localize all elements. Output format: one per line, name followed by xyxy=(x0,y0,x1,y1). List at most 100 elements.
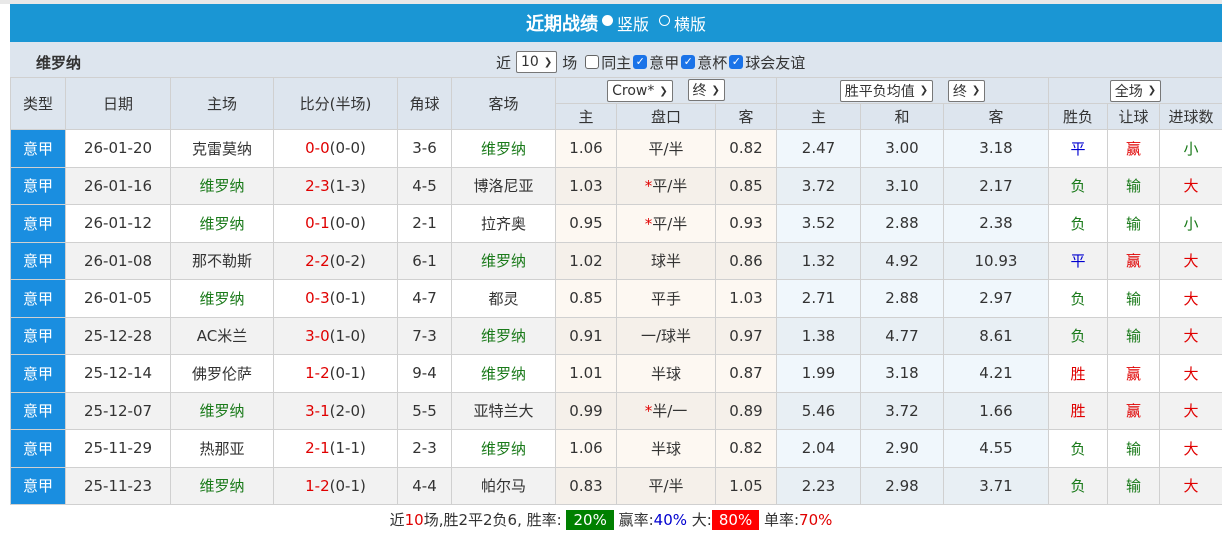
score-cell[interactable]: 0-0(0-0) xyxy=(273,129,398,168)
filter-checkbox[interactable]: ✓ xyxy=(633,55,648,69)
away-team-cell[interactable]: 亚特兰大 xyxy=(451,391,556,430)
table-row[interactable]: 意甲 26-01-05 维罗纳 0-3(0-1) 4-7 都灵 0.85 平手 … xyxy=(10,279,1222,318)
filter-checkbox-label[interactable]: 意杯 xyxy=(697,53,728,72)
away-team-cell[interactable]: 都灵 xyxy=(451,279,556,318)
filter-checkbox-label[interactable]: 意甲 xyxy=(649,53,680,72)
subheader-cell: 主 xyxy=(776,103,861,130)
full-score: 3-0 xyxy=(305,326,330,345)
league-cell[interactable]: 意甲 xyxy=(10,129,66,168)
date-cell: 25-12-07 xyxy=(65,391,171,430)
league-cell[interactable]: 意甲 xyxy=(10,166,66,205)
table-row[interactable]: 意甲 25-12-28 AC米兰 3-0(1-0) 7-3 维罗纳 0.91 一… xyxy=(10,316,1222,355)
away-team-cell[interactable]: 帕尔马 xyxy=(451,466,556,505)
handicap-line: 平/半 xyxy=(616,129,716,168)
col-type: 类型 xyxy=(10,77,66,130)
half-score: (1-0) xyxy=(329,326,366,345)
euro-home-odds: 2.47 xyxy=(776,129,861,168)
table-row[interactable]: 意甲 26-01-12 维罗纳 0-1(0-0) 2-1 拉齐奥 0.95 *平… xyxy=(10,204,1222,243)
home-team-cell[interactable]: 维罗纳 xyxy=(170,391,274,430)
league-cell[interactable]: 意甲 xyxy=(10,354,66,393)
subheader-cell: 主 xyxy=(555,103,617,130)
date-cell: 26-01-20 xyxy=(65,129,171,168)
home-team-cell[interactable]: 维罗纳 xyxy=(170,166,274,205)
away-team-cell[interactable]: 维罗纳 xyxy=(451,429,556,468)
score-cell[interactable]: 2-2(0-2) xyxy=(273,241,398,280)
euro-draw-odds: 2.88 xyxy=(860,204,944,243)
away-team-cell[interactable]: 博洛尼亚 xyxy=(451,166,556,205)
away-team-cell[interactable]: 维罗纳 xyxy=(451,354,556,393)
table-row[interactable]: 意甲 26-01-08 那不勒斯 2-2(0-2) 6-1 维罗纳 1.02 球… xyxy=(10,241,1222,280)
table-row[interactable]: 意甲 25-12-14 佛罗伦萨 1-2(0-1) 9-4 维罗纳 1.01 半… xyxy=(10,354,1222,393)
league-cell[interactable]: 意甲 xyxy=(10,391,66,430)
date-cell: 26-01-05 xyxy=(65,279,171,318)
euro-time-select[interactable]: 终 ❯ xyxy=(947,79,986,102)
star-mark: * xyxy=(644,214,653,233)
filter-checkbox[interactable] xyxy=(585,55,600,69)
away-team-cell[interactable]: 维罗纳 xyxy=(451,241,556,280)
radio-vertical-label[interactable]: 竖版 xyxy=(616,15,649,34)
filter-checkbox[interactable]: ✓ xyxy=(681,55,696,69)
unit-label: 场 xyxy=(562,53,578,72)
table-row[interactable]: 意甲 26-01-16 维罗纳 2-3(1-3) 4-5 博洛尼亚 1.03 *… xyxy=(10,166,1222,205)
company-select[interactable]: Crow* ❯ xyxy=(607,80,673,102)
radio-vertical[interactable] xyxy=(601,14,613,26)
filter-checkbox[interactable]: ✓ xyxy=(729,55,744,69)
asian-home-odds: 1.06 xyxy=(555,429,617,468)
odd-rate-value: 70% xyxy=(799,511,833,529)
summary-prefix: 近 xyxy=(389,511,405,529)
league-cell[interactable]: 意甲 xyxy=(10,241,66,280)
score-cell[interactable]: 0-3(0-1) xyxy=(273,279,398,318)
euro-type-select[interactable]: 胜平负均值 ❯ xyxy=(839,79,934,102)
league-cell[interactable]: 意甲 xyxy=(10,204,66,243)
handicap-result-cell: 输 xyxy=(1107,279,1160,318)
asian-time-select[interactable]: 终 ❯ xyxy=(687,79,725,101)
radio-horizontal-label[interactable]: 横版 xyxy=(674,15,707,34)
match-count-select[interactable]: 10 ❯ xyxy=(516,51,558,73)
score-cell[interactable]: 0-1(0-0) xyxy=(273,204,398,243)
score-cell[interactable]: 1-2(0-1) xyxy=(273,354,398,393)
score-cell[interactable]: 2-3(1-3) xyxy=(273,166,398,205)
filter-checkbox-label[interactable]: 同主 xyxy=(601,53,632,72)
score-cell[interactable]: 1-2(0-1) xyxy=(273,466,398,505)
top-border xyxy=(0,0,1222,4)
date-cell: 25-11-23 xyxy=(65,466,171,505)
date-cell: 25-12-14 xyxy=(65,354,171,393)
handicap-line: *平/半 xyxy=(616,166,716,205)
asian-home-odds: 0.91 xyxy=(555,316,617,355)
handicap-line: *平/半 xyxy=(616,204,716,243)
table-row[interactable]: 意甲 26-01-20 克雷莫纳 0-0(0-0) 3-6 维罗纳 1.06 平… xyxy=(10,129,1222,168)
euro-home-odds: 3.52 xyxy=(776,204,861,243)
away-team-cell[interactable]: 维罗纳 xyxy=(451,129,556,168)
handicap-value: 一/球半 xyxy=(640,327,692,346)
league-cell[interactable]: 意甲 xyxy=(10,316,66,355)
score-cell[interactable]: 2-1(1-1) xyxy=(273,429,398,468)
handicap-result-cell: 赢 xyxy=(1107,241,1160,280)
scope-select[interactable]: 全场 ❯ xyxy=(1109,79,1162,102)
home-team-cell[interactable]: AC米兰 xyxy=(170,316,274,355)
home-team-cell[interactable]: 维罗纳 xyxy=(170,279,274,318)
home-team-cell[interactable]: 那不勒斯 xyxy=(170,241,274,280)
away-team-cell[interactable]: 维罗纳 xyxy=(451,316,556,355)
filter-checkbox-label[interactable]: 球会友谊 xyxy=(745,53,806,72)
radio-horizontal[interactable] xyxy=(659,14,670,26)
home-team-cell[interactable]: 佛罗伦萨 xyxy=(170,354,274,393)
table-row[interactable]: 意甲 25-11-23 维罗纳 1-2(0-1) 4-4 帕尔马 0.83 平/… xyxy=(10,466,1222,505)
league-cell[interactable]: 意甲 xyxy=(10,279,66,318)
table-row[interactable]: 意甲 25-12-07 维罗纳 3-1(2-0) 5-5 亚特兰大 0.99 *… xyxy=(10,391,1222,430)
league-cell[interactable]: 意甲 xyxy=(10,466,66,505)
home-team-cell[interactable]: 热那亚 xyxy=(170,429,274,468)
home-team-cell[interactable]: 克雷莫纳 xyxy=(170,129,274,168)
handicap-result-cell: 输 xyxy=(1107,204,1160,243)
score-cell[interactable]: 3-0(1-0) xyxy=(273,316,398,355)
table-row[interactable]: 意甲 25-11-29 热那亚 2-1(1-1) 2-3 维罗纳 1.06 半球… xyxy=(10,429,1222,468)
score-cell[interactable]: 3-1(2-0) xyxy=(273,391,398,430)
euro-home-odds: 3.72 xyxy=(776,166,861,205)
half-score: (0-1) xyxy=(329,364,366,383)
away-team-cell[interactable]: 拉齐奥 xyxy=(451,204,556,243)
home-team-cell[interactable]: 维罗纳 xyxy=(170,204,274,243)
corner-cell: 4-4 xyxy=(397,466,452,505)
asian-away-odds: 1.05 xyxy=(715,466,777,505)
league-cell[interactable]: 意甲 xyxy=(10,429,66,468)
result-cell: 负 xyxy=(1048,429,1108,468)
home-team-cell[interactable]: 维罗纳 xyxy=(170,466,274,505)
